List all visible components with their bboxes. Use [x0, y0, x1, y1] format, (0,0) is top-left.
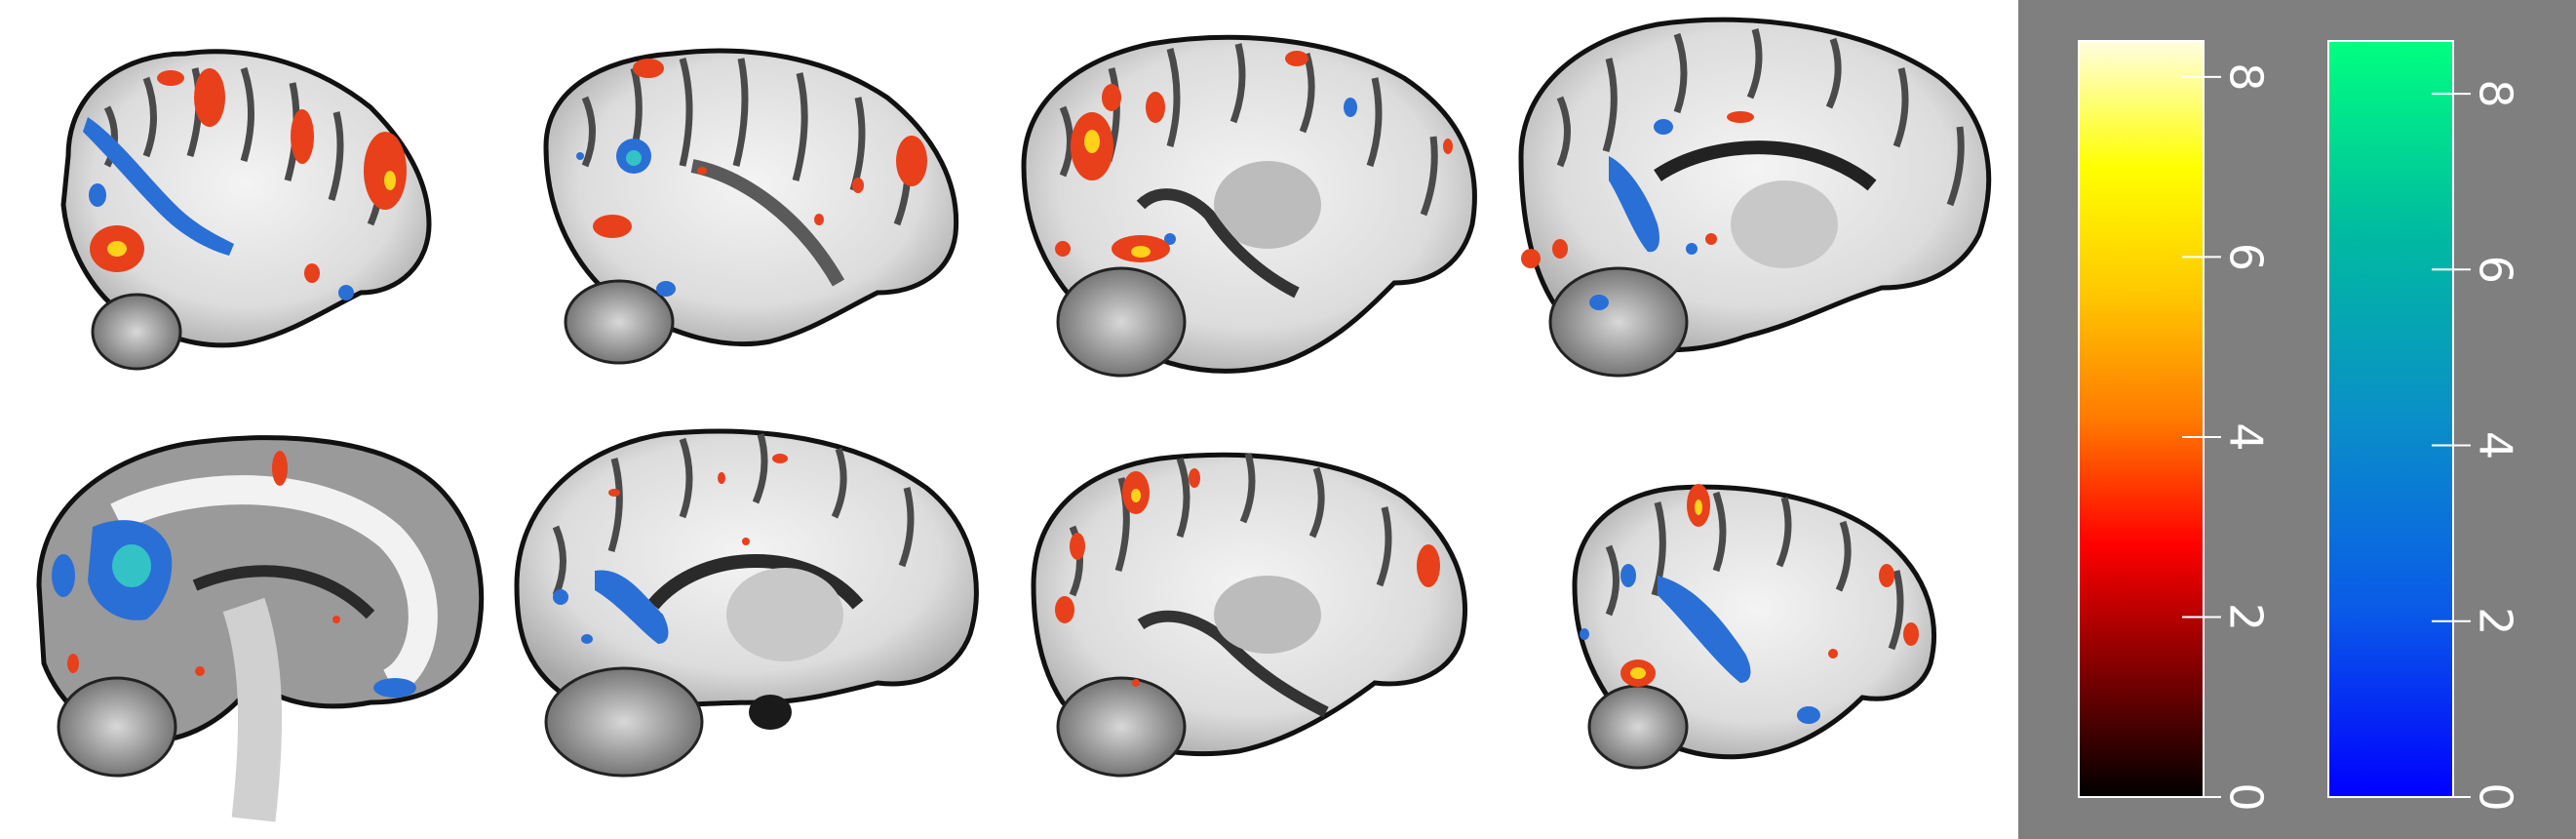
slice-3 [1021, 34, 1477, 378]
colorbar-negative-gradient [2327, 40, 2454, 798]
slice-6 [514, 428, 979, 778]
slice-2 [543, 48, 959, 365]
colorbar-tick-label: 6 [2220, 243, 2273, 271]
slice-1 [60, 49, 432, 371]
slice-7 [1031, 452, 1467, 778]
colorbar-tick-label: 2 [2220, 603, 2273, 631]
colorbar-tick-label: 8 [2220, 62, 2273, 91]
colorbar-tick-label: 2 [2470, 607, 2522, 635]
colorbar-negative: 0 2 4 6 8 [2327, 40, 2522, 812]
colorbar-positive: 0 2 4 6 8 [2078, 40, 2273, 812]
colorbar-tick-label: 6 [2470, 256, 2522, 284]
slice-8 [1572, 484, 1936, 770]
colorbar-tick-label: 8 [2470, 79, 2522, 107]
colorbar-tick-label: 4 [2220, 422, 2273, 451]
colorbar-panel: 0 2 4 6 8 0 2 4 6 8 [2018, 0, 2576, 839]
colorbar-tick-label: 0 [2470, 782, 2522, 811]
colorbar-tick-label: 0 [2220, 782, 2273, 811]
colorbar-positive-gradient [2078, 40, 2205, 798]
slice-5 [36, 435, 485, 822]
brain-slices-panel [36, 17, 1992, 822]
slice-4 [1518, 17, 1992, 378]
colorbar-tick-label: 4 [2470, 431, 2522, 459]
